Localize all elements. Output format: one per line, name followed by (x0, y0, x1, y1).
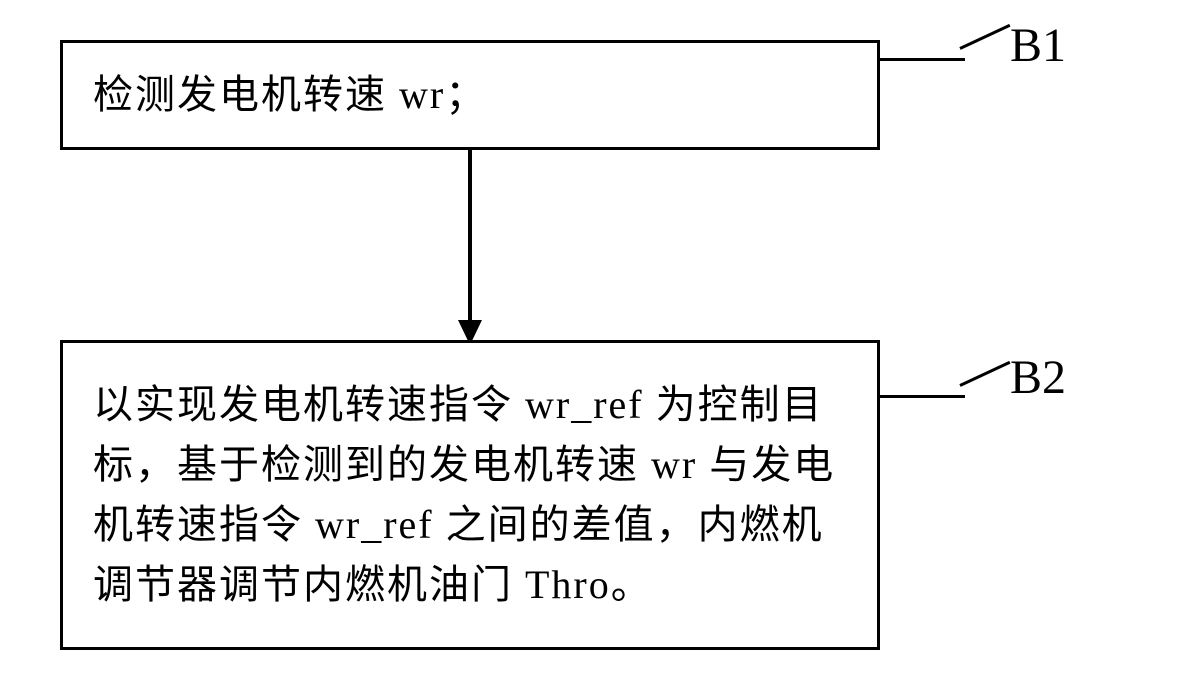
node-b1-label: B1 (1010, 18, 1066, 73)
leader-line-b1-d (959, 24, 1010, 50)
leader-line-b1-h (880, 58, 965, 61)
node-b1-text: 检测发电机转速 wr； (93, 65, 487, 125)
node-b2-label: B2 (1010, 350, 1066, 405)
flowchart-node-b2: 以实现发电机转速指令 wr_ref 为控制目标，基于检测到的发电机转速 wr 与… (60, 340, 880, 650)
leader-line-b2-d (959, 361, 1010, 387)
leader-line-b2-h (880, 395, 965, 398)
node-b2-text: 以实现发电机转速指令 wr_ref 为控制目标，基于检测到的发电机转速 wr 与… (93, 375, 847, 615)
arrow-b1-to-b2 (450, 150, 490, 345)
flowchart-node-b1: 检测发电机转速 wr； (60, 40, 880, 150)
